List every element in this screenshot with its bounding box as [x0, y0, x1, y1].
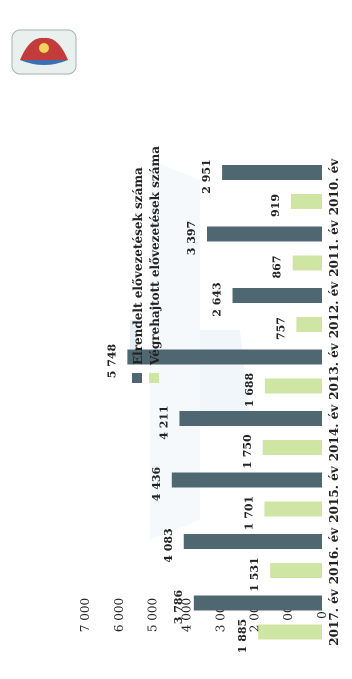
bar-value-label: 5 748	[105, 343, 118, 378]
bar	[296, 317, 322, 332]
bar	[264, 378, 322, 394]
bar	[290, 194, 322, 209]
category-label: 2015. év	[327, 465, 341, 522]
bar-value-label: 1 885	[236, 619, 249, 653]
y-tick-label: 6 000	[112, 598, 126, 632]
bar	[127, 349, 322, 365]
legend-swatch	[149, 373, 159, 383]
category-label: 2017. év	[327, 588, 341, 645]
category-label: 2010. év	[327, 158, 341, 215]
bar-value-label: 4 211	[157, 405, 170, 439]
bars-group	[127, 165, 322, 640]
bar	[262, 440, 322, 455]
bar-value-label: 3 397	[185, 221, 198, 255]
bar	[222, 165, 322, 180]
bar-value-label: 3 786	[172, 589, 185, 624]
bar	[179, 411, 322, 426]
bar	[270, 563, 322, 578]
y-tick-label: 4 000	[180, 598, 194, 632]
bar-value-labels: 2 951 919 3 397 867 2 643 757 5 748 1 688 4 211 1…	[105, 159, 287, 653]
bar	[183, 534, 322, 549]
bar	[171, 472, 322, 488]
category-label: 2012. év	[327, 281, 341, 338]
bar	[264, 501, 322, 517]
bar	[193, 595, 322, 611]
bar-value-label: 1 750	[241, 434, 254, 469]
bar-value-label: 1 531	[248, 557, 261, 591]
y-tick-label: 5 000	[146, 598, 160, 632]
category-label: 2011. év	[327, 219, 341, 276]
bar-value-label: 4 436	[150, 466, 163, 501]
bar	[232, 288, 322, 303]
bar-value-label: 1 701	[242, 496, 255, 530]
category-label: 2014. év	[327, 404, 341, 461]
legend-label: Elrendelt elővezetések száma	[131, 167, 145, 365]
bar-value-label: 2 951	[200, 159, 213, 193]
y-tick-label: 0	[315, 611, 329, 619]
bar-value-label: 919	[269, 194, 282, 217]
category-label: 2013. év	[327, 342, 341, 399]
legend-swatch	[132, 373, 142, 383]
category-label: 2016. év	[327, 527, 341, 584]
legend: Elrendelt elővezetések száma Végrehajtott…	[131, 146, 162, 383]
bar	[206, 226, 322, 242]
bar-value-label: 867	[271, 256, 284, 279]
bar	[292, 255, 322, 271]
bar-value-label: 2 643	[211, 282, 224, 316]
legend-label: Végrehajtott elővezetések száma	[148, 146, 162, 366]
bar	[258, 624, 322, 640]
category-labels: 2010. év 2011. év 2012. év 2013. év 2014. év…	[327, 158, 341, 646]
bar-value-label: 1 688	[243, 372, 256, 407]
bar-value-label: 757	[274, 317, 287, 340]
y-tick-label: 7 000	[78, 598, 92, 632]
logo-emblem-icon	[11, 29, 77, 75]
bar-value-label: 4 083	[162, 528, 175, 562]
